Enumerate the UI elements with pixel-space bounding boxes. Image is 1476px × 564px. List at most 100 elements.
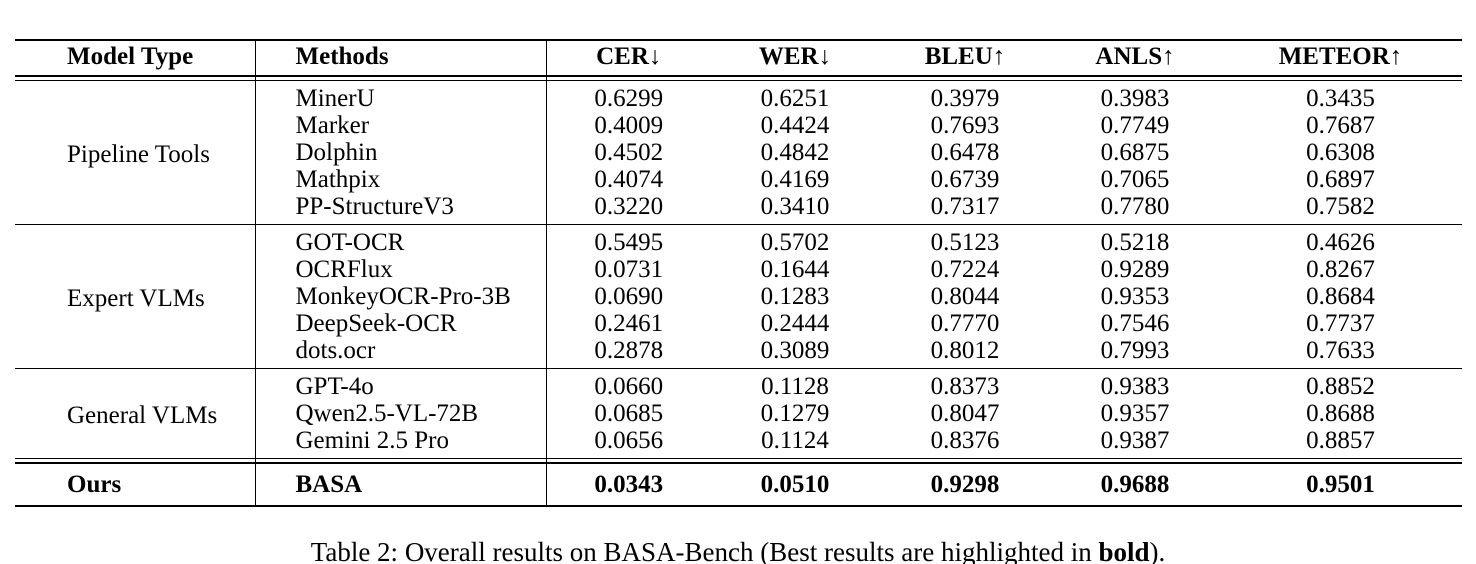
anls-value-cell: 0.9357 bbox=[1100, 400, 1170, 427]
cer-value-cell: 0.0690 bbox=[545, 283, 711, 310]
bleu-value-cell: 0.8012 bbox=[930, 337, 1000, 364]
bleu-value-cell: 0.6739 bbox=[930, 166, 1000, 193]
method-cell: GPT-4o bbox=[254, 368, 546, 400]
meteor-value-cell: 0.9501 bbox=[1306, 471, 1375, 498]
table-caption: Table 2: Overall results on BASA-Bench (… bbox=[0, 536, 1476, 564]
table-row: Qwen2.5-VL-72B 0.0685 0.1279 0.8047 0.9357 0.… bbox=[15, 400, 1462, 427]
table-row: General VLMs GPT-4o 0.0660 0.1128 0.8373 0.93… bbox=[15, 368, 1462, 459]
header-model-type: Model Type bbox=[67, 43, 194, 70]
cer-value-cell: 0.4502 bbox=[545, 139, 711, 166]
wer-value-cell: 0.2444 bbox=[760, 310, 830, 337]
wer-value-cell: 0.0510 bbox=[760, 471, 830, 498]
meteor-value-cell: 0.8857 bbox=[1306, 427, 1375, 454]
method-cell: Marker bbox=[254, 112, 546, 139]
anls-value-cell: 0.3983 bbox=[1100, 85, 1170, 112]
method-cell: DeepSeek-OCR bbox=[254, 310, 546, 337]
cer-value-cell: 0.4074 bbox=[545, 166, 711, 193]
model-group: Pipeline Tools MinerU 0.6299 0.6251 0.3979 0.… bbox=[15, 80, 1462, 225]
table-row: Expert VLMs GOT-OCR 0.5495 0.5702 0.5123 0.52… bbox=[15, 224, 1462, 369]
meteor-value-cell: 0.6897 bbox=[1306, 166, 1375, 193]
cer-value-cell: 0.0343 bbox=[545, 463, 711, 506]
cer-value-cell: 0.4009 bbox=[545, 112, 711, 139]
header-anls: ANLS↑ bbox=[1095, 43, 1175, 70]
wer-value-cell: 0.1283 bbox=[760, 283, 830, 310]
anls-value-cell: 0.7749 bbox=[1100, 112, 1170, 139]
header-wer: WER↓ bbox=[758, 43, 832, 70]
header-meteor: METEOR↑ bbox=[1278, 43, 1403, 70]
table-row: Marker 0.4009 0.4424 0.7693 0.7749 0.7687 bbox=[15, 112, 1462, 139]
bleu-value-cell: 0.6478 bbox=[930, 139, 1000, 166]
table-row: Mathpix 0.4074 0.4169 0.6739 0.7065 0.6897 bbox=[15, 166, 1462, 193]
cer-value-cell: 0.0660 bbox=[545, 368, 711, 400]
anls-value-cell: 0.7780 bbox=[1100, 193, 1170, 220]
table-row: Pipeline Tools MinerU 0.6299 0.6251 0.3979 0.… bbox=[15, 80, 1462, 168]
cer-value-cell: 0.2878 bbox=[545, 337, 711, 369]
method-cell: dots.ocr bbox=[254, 337, 546, 369]
cer-value-cell: 0.0685 bbox=[545, 400, 711, 427]
cer-value-cell: 0.6299 bbox=[545, 80, 711, 112]
table-row: dots.ocr 0.2878 0.3089 0.8012 0.7993 0.7633 bbox=[15, 337, 1462, 369]
model-group: General VLMs GPT-4o 0.0660 0.1128 0.8373 0.93… bbox=[15, 368, 1462, 459]
method-cell: Mathpix bbox=[254, 166, 546, 193]
anls-value-cell: 0.5218 bbox=[1051, 224, 1219, 256]
bleu-value-cell: 0.7693 bbox=[930, 112, 1000, 139]
wer-value-cell: 0.1644 bbox=[760, 256, 830, 283]
wer-value-cell: 0.1128 bbox=[711, 368, 879, 400]
table-row: PP-StructureV3 0.3220 0.3410 0.7317 0.7780 0.… bbox=[15, 193, 1462, 225]
bleu-value-cell: 0.8047 bbox=[930, 400, 1000, 427]
table-row: Gemini 2.5 Pro 0.0656 0.1124 0.8376 0.9387 0.… bbox=[15, 427, 1462, 459]
bleu-value-cell: 0.8376 bbox=[930, 427, 1000, 454]
header-cer: CER↓ bbox=[545, 40, 711, 76]
wer-value-cell: 0.6251 bbox=[760, 85, 830, 112]
wer-value-cell: 0.5702 bbox=[711, 224, 879, 256]
caption-suffix: ). bbox=[1149, 537, 1166, 564]
header-row: Model Type Methods CER↓ WER↓ BLEU↑ ANLS↑… bbox=[15, 40, 1462, 76]
anls-value-cell: 0.9688 bbox=[1100, 471, 1170, 498]
model-type-cell: Pipeline Tools bbox=[67, 141, 210, 168]
anls-value-cell: 0.9289 bbox=[1100, 256, 1170, 283]
method-cell: GOT-OCR bbox=[254, 224, 546, 256]
bleu-value-cell: 0.9298 bbox=[930, 471, 1000, 498]
header-methods: Methods bbox=[254, 40, 546, 76]
model-type-cell: General VLMs bbox=[15, 368, 255, 459]
anls-value-cell: 0.9383 bbox=[1051, 368, 1219, 400]
meteor-value-cell: 0.8684 bbox=[1306, 283, 1375, 310]
wer-value-cell: 0.1124 bbox=[761, 427, 829, 454]
method-cell: MinerU bbox=[254, 80, 546, 112]
ours-double-rule bbox=[15, 458, 1462, 464]
method-cell: OCRFlux bbox=[254, 256, 546, 283]
meteor-value-cell: 0.6308 bbox=[1306, 139, 1375, 166]
anls-value-cell: 0.9387 bbox=[1100, 427, 1170, 454]
table-row: MonkeyOCR-Pro-3B 0.0690 0.1283 0.8044 0.9353… bbox=[15, 283, 1462, 310]
method-cell: PP-StructureV3 bbox=[254, 193, 546, 225]
method-cell: Dolphin bbox=[254, 139, 546, 166]
model-type-cell: Expert VLMs bbox=[15, 224, 255, 369]
wer-value-cell: 0.4424 bbox=[760, 112, 830, 139]
wer-value-cell: 0.3410 bbox=[760, 193, 830, 220]
bleu-value-cell: 0.7224 bbox=[930, 256, 1000, 283]
table-row: DeepSeek-OCR 0.2461 0.2444 0.7770 0.7546 0.77… bbox=[15, 310, 1462, 337]
table-row: Dolphin 0.4502 0.4842 0.6478 0.6875 0.6308 bbox=[15, 139, 1462, 166]
header-double-rule bbox=[15, 75, 1462, 81]
meteor-value-cell: 0.7633 bbox=[1306, 337, 1375, 364]
meteor-value-cell: 0.8688 bbox=[1306, 400, 1375, 427]
bleu-value-cell: 0.8373 bbox=[879, 368, 1051, 400]
results-table: Model Type Methods CER↓ WER↓ BLEU↑ ANLS↑… bbox=[15, 39, 1462, 507]
cer-value-cell: 0.2461 bbox=[545, 310, 711, 337]
cer-value-cell: 0.5495 bbox=[545, 224, 711, 256]
bleu-value-cell: 0.7770 bbox=[930, 310, 1000, 337]
wer-value-cell: 0.4169 bbox=[760, 166, 830, 193]
meteor-value-cell: 0.8267 bbox=[1306, 256, 1375, 283]
meteor-value-cell: 0.8852 bbox=[1219, 368, 1462, 400]
bleu-value-cell: 0.7317 bbox=[930, 193, 1000, 220]
table-header: Model Type Methods CER↓ WER↓ BLEU↑ ANLS↑… bbox=[15, 40, 1462, 81]
anls-value-cell: 0.7065 bbox=[1100, 166, 1170, 193]
cer-value-cell: 0.0656 bbox=[545, 427, 711, 459]
wer-value-cell: 0.3089 bbox=[760, 337, 830, 364]
anls-value-cell: 0.7546 bbox=[1100, 310, 1170, 337]
bleu-value-cell: 0.3979 bbox=[930, 85, 1000, 112]
anls-value-cell: 0.6875 bbox=[1100, 139, 1170, 166]
bleu-value-cell: 0.8044 bbox=[930, 283, 1000, 310]
method-cell: Gemini 2.5 Pro bbox=[254, 427, 546, 459]
method-cell: BASA bbox=[254, 463, 546, 506]
